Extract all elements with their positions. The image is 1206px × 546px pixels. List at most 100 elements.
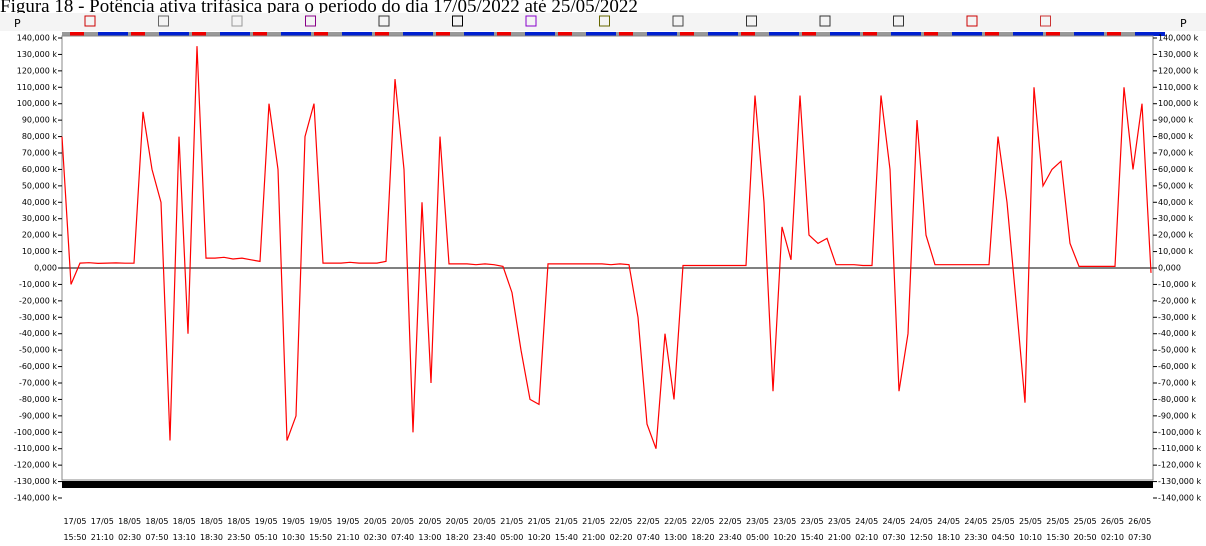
- x-tick-date: 24/05: [964, 517, 987, 526]
- y-tick-label-right: 40,000 k: [1158, 198, 1194, 207]
- x-tick-date: 24/05: [882, 517, 905, 526]
- strip-red: [985, 32, 999, 36]
- y-tick-label-right: -120,000 k: [1158, 461, 1202, 470]
- x-tick-time: 23:40: [719, 533, 742, 542]
- strip-blue: [220, 32, 250, 36]
- x-tick-time: 18:20: [446, 533, 469, 542]
- x-tick-date: 23/05: [801, 517, 824, 526]
- strip-blue: [464, 32, 494, 36]
- x-tick-date: 17/05: [91, 517, 114, 526]
- y-tick-label: -30,000 k: [19, 313, 57, 322]
- y-tick-label: -110,000 k: [14, 444, 58, 453]
- x-tick-date: 23/05: [828, 517, 851, 526]
- y-tick-label-right: 30,000 k: [1158, 214, 1194, 223]
- y-tick-label-right: -130,000 k: [1158, 477, 1202, 486]
- x-tick-date: 21/05: [582, 517, 605, 526]
- toolbar-icon[interactable]: [452, 15, 463, 27]
- toolbar-icon[interactable]: [819, 15, 831, 27]
- toolbar-icon[interactable]: [84, 15, 96, 27]
- x-tick-time: 20:50: [1074, 533, 1097, 542]
- x-tick-time: 07:40: [637, 533, 660, 542]
- y-tick-label-right: -60,000 k: [1158, 362, 1196, 371]
- x-tick-date: 25/05: [1074, 517, 1097, 526]
- toolbar-icon[interactable]: [893, 15, 904, 27]
- y-tick-label-right: 0,000: [1158, 264, 1181, 273]
- x-tick-time: 23:50: [227, 533, 250, 542]
- strip-red: [1107, 32, 1121, 36]
- figure-caption: Figura 18 - Potência ativa trifásica par…: [0, 0, 638, 17]
- x-tick-time: 18:30: [200, 533, 223, 542]
- y-tick-label-right: -100,000 k: [1158, 428, 1202, 437]
- x-tick-date: 18/05: [118, 517, 141, 526]
- strip-red: [619, 32, 633, 36]
- x-tick-time: 02:30: [118, 533, 141, 542]
- x-tick-time: 23:30: [964, 533, 987, 542]
- x-tick-date: 25/05: [1019, 517, 1042, 526]
- x-tick-date: 22/05: [691, 517, 714, 526]
- x-tick-date: 20/05: [446, 517, 469, 526]
- x-tick-date: 22/05: [664, 517, 687, 526]
- x-tick-date: 19/05: [255, 517, 278, 526]
- x-tick-time: 13:00: [418, 533, 441, 542]
- strip-blue: [342, 32, 372, 36]
- x-tick-time: 05:10: [255, 533, 278, 542]
- y-tick-label: 90,000 k: [22, 116, 58, 125]
- strip-red: [314, 32, 328, 36]
- x-tick-time: 15:50: [309, 533, 332, 542]
- x-tick-time: 15:30: [1046, 533, 1069, 542]
- y-tick-label-right: -20,000 k: [1158, 296, 1196, 305]
- toolbar-icons: [84, 15, 1051, 27]
- toolbar-left-label[interactable]: P: [14, 17, 21, 30]
- toolbar-icon[interactable]: [525, 15, 537, 27]
- y-tick-label: -100,000 k: [14, 428, 58, 437]
- strip-red: [924, 32, 938, 36]
- toolbar-icon[interactable]: [599, 15, 610, 27]
- x-tick-time: 02:20: [609, 533, 632, 542]
- x-tick-date: 22/05: [637, 517, 660, 526]
- strip-red: [863, 32, 877, 36]
- toolbar-icon[interactable]: [378, 15, 390, 27]
- strip-red: [497, 32, 511, 36]
- y-tick-label-right: -80,000 k: [1158, 395, 1196, 404]
- strip-red: [802, 32, 816, 36]
- y-tick-label: 120,000 k: [17, 66, 58, 75]
- y-tick-label-right: -90,000 k: [1158, 411, 1196, 420]
- toolbar-icon[interactable]: [746, 15, 757, 27]
- toolbar-icon[interactable]: [966, 15, 978, 27]
- x-tick-time: 10:20: [773, 533, 796, 542]
- x-tick-time: 13:10: [173, 533, 196, 542]
- strip-red: [1046, 32, 1060, 36]
- y-tick-label-right: -40,000 k: [1158, 329, 1196, 338]
- strip-red: [375, 32, 389, 36]
- y-tick-label-right: 110,000 k: [1158, 83, 1199, 92]
- strip-blue: [1135, 32, 1165, 36]
- toolbar-icon[interactable]: [672, 15, 684, 27]
- x-tick-time: 15:40: [555, 533, 578, 542]
- strip-red: [192, 32, 206, 36]
- strip-red: [741, 32, 755, 36]
- time-bar: [62, 481, 1153, 488]
- x-tick-date: 26/05: [1128, 517, 1151, 526]
- toolbar-right-label[interactable]: P: [1180, 17, 1187, 30]
- x-tick-time: 15:50: [63, 533, 86, 542]
- y-tick-label-right: -30,000 k: [1158, 313, 1196, 322]
- y-tick-label-right: 130,000 k: [1158, 50, 1199, 59]
- y-tick-label-right: 120,000 k: [1158, 66, 1199, 75]
- x-tick-time: 13:00: [664, 533, 687, 542]
- x-tick-date: 19/05: [309, 517, 332, 526]
- x-tick-date: 26/05: [1101, 517, 1124, 526]
- y-tick-label: -40,000 k: [19, 329, 57, 338]
- x-tick-date: 23/05: [773, 517, 796, 526]
- x-tick-time: 07:30: [1128, 533, 1151, 542]
- toolbar-icon[interactable]: [231, 15, 243, 27]
- x-tick-date: 19/05: [336, 517, 359, 526]
- x-tick-time: 21:00: [828, 533, 851, 542]
- y-tick-label-right: -50,000 k: [1158, 346, 1196, 355]
- y-tick-label-right: 90,000 k: [1158, 116, 1194, 125]
- strip-blue: [281, 32, 311, 36]
- x-tick-time: 15:40: [801, 533, 824, 542]
- toolbar-icon[interactable]: [158, 15, 169, 27]
- toolbar-icon[interactable]: [1040, 15, 1051, 27]
- strip-red: [436, 32, 450, 36]
- toolbar-icon[interactable]: [305, 15, 316, 27]
